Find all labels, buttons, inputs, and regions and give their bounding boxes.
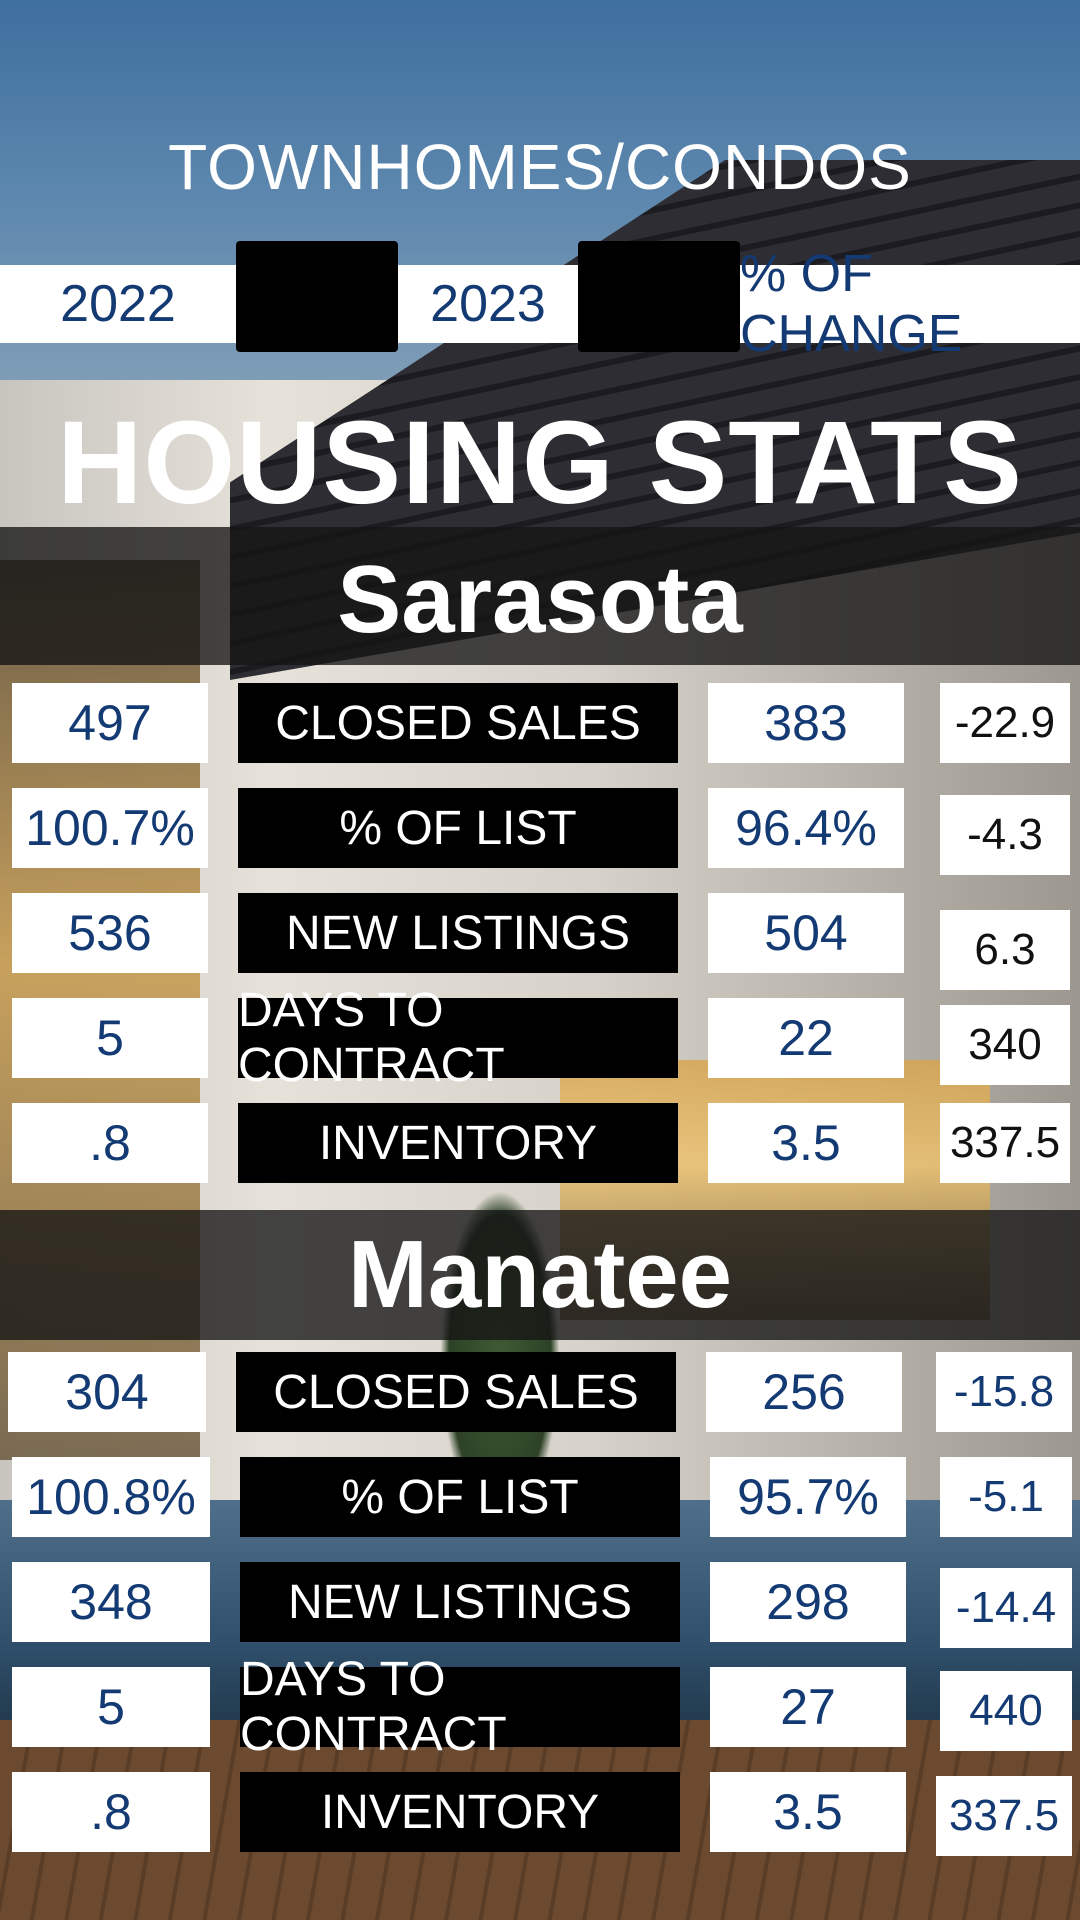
- region-sarasota: Sarasota: [337, 546, 743, 653]
- sarasota-2022-value: 536: [12, 893, 208, 973]
- manatee-2022-value: 304: [8, 1352, 206, 1432]
- sarasota-2023-value: 504: [708, 893, 904, 973]
- sarasota-2023-value: 96.4%: [708, 788, 904, 868]
- manatee-2023-value: 256: [706, 1352, 902, 1432]
- manatee-2023-value: 27: [710, 1667, 906, 1747]
- header-black-block-1: [236, 241, 398, 352]
- manatee-2022-value: 348: [12, 1562, 210, 1642]
- sarasota-change-value: 6.3: [940, 910, 1070, 990]
- sarasota-2023-value: 383: [708, 683, 904, 763]
- manatee-2023-value: 3.5: [710, 1772, 906, 1852]
- sarasota-metric-label: DAYS TO CONTRACT: [238, 984, 678, 1092]
- sarasota-2023-value: 22: [708, 998, 904, 1078]
- sarasota-2023-value: 3.5: [708, 1103, 904, 1183]
- manatee-change-value: -14.4: [940, 1568, 1072, 1648]
- manatee-2022-value: 100.8%: [12, 1457, 210, 1537]
- sarasota-change-value: -22.9: [940, 683, 1070, 763]
- manatee-metric-label: INVENTORY: [240, 1772, 680, 1852]
- manatee-metric-label: % OF LIST: [240, 1457, 680, 1537]
- manatee-change-value: 440: [940, 1671, 1072, 1751]
- sarasota-change-value: 340: [940, 1005, 1070, 1085]
- manatee-2022-value: 5: [12, 1667, 210, 1747]
- sarasota-metric-label: CLOSED SALES: [238, 683, 678, 763]
- sarasota-2022-value: 5: [12, 998, 208, 1078]
- manatee-2022-value: .8: [12, 1772, 210, 1852]
- sarasota-change-value: 337.5: [940, 1103, 1070, 1183]
- sarasota-2022-value: 497: [12, 683, 208, 763]
- sarasota-metric-label: INVENTORY: [238, 1103, 678, 1183]
- manatee-change-value: 337.5: [936, 1776, 1072, 1856]
- manatee-metric-label: DAYS TO CONTRACT: [240, 1653, 680, 1761]
- manatee-2023-value: 95.7%: [710, 1457, 906, 1537]
- header-change: % OF CHANGE: [740, 245, 1080, 363]
- header-2022: 2022: [0, 265, 236, 343]
- header-black-block-2: [578, 241, 740, 352]
- sarasota-metric-label: % OF LIST: [238, 788, 678, 868]
- manatee-metric-label: NEW LISTINGS: [240, 1562, 680, 1642]
- sarasota-change-value: -4.3: [940, 795, 1070, 875]
- region-manatee: Manatee: [347, 1221, 733, 1328]
- manatee-metric-label: CLOSED SALES: [236, 1352, 676, 1432]
- sarasota-2022-value: 100.7%: [12, 788, 208, 868]
- manatee-change-value: -15.8: [936, 1352, 1072, 1432]
- sarasota-band: [0, 527, 1080, 665]
- manatee-2023-value: 298: [710, 1562, 906, 1642]
- page-title: HOUSING STATS: [57, 397, 1023, 529]
- header-2023: 2023: [398, 265, 578, 343]
- sarasota-2022-value: .8: [12, 1103, 208, 1183]
- sarasota-metric-label: NEW LISTINGS: [238, 893, 678, 973]
- manatee-change-value: -5.1: [940, 1457, 1072, 1537]
- subtitle: TOWNHOMES/CONDOS: [168, 131, 912, 203]
- manatee-band: [0, 1210, 1080, 1340]
